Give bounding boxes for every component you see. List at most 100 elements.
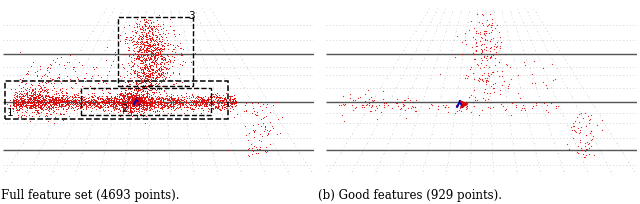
Point bbox=[188, 109, 198, 113]
Point bbox=[37, 103, 47, 106]
Point bbox=[134, 89, 145, 92]
Point bbox=[15, 102, 25, 105]
Point bbox=[34, 87, 44, 91]
Point bbox=[214, 94, 224, 97]
Point bbox=[68, 106, 78, 109]
Point bbox=[153, 101, 163, 104]
Point bbox=[147, 43, 157, 46]
Point bbox=[142, 74, 152, 78]
Point bbox=[31, 108, 41, 112]
Point bbox=[27, 89, 37, 92]
Point bbox=[30, 97, 40, 100]
Point bbox=[218, 100, 228, 103]
Point bbox=[217, 96, 227, 100]
Point bbox=[32, 70, 42, 73]
Point bbox=[129, 70, 140, 73]
Point bbox=[208, 100, 218, 103]
Point bbox=[156, 80, 166, 83]
Point bbox=[164, 57, 174, 61]
Point bbox=[26, 105, 36, 109]
Point bbox=[179, 98, 189, 101]
Point bbox=[124, 64, 134, 67]
Point bbox=[104, 96, 115, 100]
Point bbox=[47, 78, 57, 82]
Point bbox=[133, 100, 143, 103]
Point bbox=[81, 102, 91, 105]
Point bbox=[232, 112, 243, 115]
Point bbox=[58, 100, 68, 103]
Point bbox=[109, 98, 119, 101]
Point bbox=[135, 100, 145, 103]
Point bbox=[150, 100, 160, 104]
Point bbox=[145, 18, 156, 22]
Point bbox=[584, 121, 594, 125]
Point bbox=[183, 101, 193, 104]
Point bbox=[22, 106, 33, 110]
Point bbox=[98, 98, 108, 101]
Point bbox=[118, 101, 128, 104]
Point bbox=[90, 104, 100, 108]
Point bbox=[116, 97, 126, 100]
Point bbox=[194, 99, 204, 102]
Point bbox=[24, 106, 34, 109]
Point bbox=[120, 108, 130, 111]
Point bbox=[100, 102, 110, 105]
Point bbox=[124, 46, 134, 49]
Point bbox=[28, 97, 38, 100]
Point bbox=[26, 91, 36, 94]
Point bbox=[157, 103, 168, 106]
Point bbox=[147, 69, 157, 72]
Point bbox=[111, 98, 122, 101]
Point bbox=[125, 77, 136, 80]
Point bbox=[151, 81, 161, 84]
Point bbox=[81, 100, 91, 103]
Point bbox=[124, 96, 134, 99]
Point bbox=[118, 106, 128, 109]
Point bbox=[147, 103, 157, 106]
Point bbox=[364, 102, 374, 105]
Point bbox=[161, 95, 171, 98]
Point bbox=[132, 106, 143, 110]
Point bbox=[230, 99, 240, 103]
Point bbox=[564, 147, 574, 151]
Point bbox=[147, 90, 157, 93]
Point bbox=[48, 108, 58, 112]
Point bbox=[152, 100, 163, 103]
Point bbox=[35, 89, 45, 92]
Point bbox=[140, 103, 150, 107]
Point bbox=[175, 99, 186, 102]
Point bbox=[86, 99, 96, 102]
Point bbox=[203, 97, 213, 100]
Point bbox=[84, 100, 94, 104]
Point bbox=[195, 101, 205, 104]
Point bbox=[49, 102, 60, 105]
Point bbox=[145, 66, 155, 69]
Point bbox=[40, 88, 51, 91]
Point bbox=[132, 83, 142, 86]
Point bbox=[220, 102, 230, 105]
Point bbox=[143, 62, 154, 66]
Point bbox=[54, 101, 64, 104]
Point bbox=[178, 98, 188, 101]
Point bbox=[26, 64, 36, 67]
Point bbox=[58, 105, 68, 108]
Point bbox=[146, 68, 156, 71]
Point bbox=[120, 108, 131, 112]
Point bbox=[104, 98, 114, 102]
Point bbox=[134, 107, 144, 110]
Point bbox=[129, 61, 140, 64]
Point bbox=[573, 113, 584, 116]
Point bbox=[145, 86, 155, 89]
Point bbox=[482, 55, 492, 58]
Point bbox=[249, 130, 259, 134]
Point bbox=[67, 95, 77, 98]
Point bbox=[141, 108, 152, 111]
Point bbox=[550, 78, 560, 81]
Point bbox=[122, 105, 132, 108]
Point bbox=[44, 105, 54, 108]
Point bbox=[173, 72, 184, 75]
Point bbox=[121, 86, 131, 90]
Point bbox=[146, 60, 156, 64]
Point bbox=[41, 89, 51, 93]
Point bbox=[127, 96, 138, 99]
